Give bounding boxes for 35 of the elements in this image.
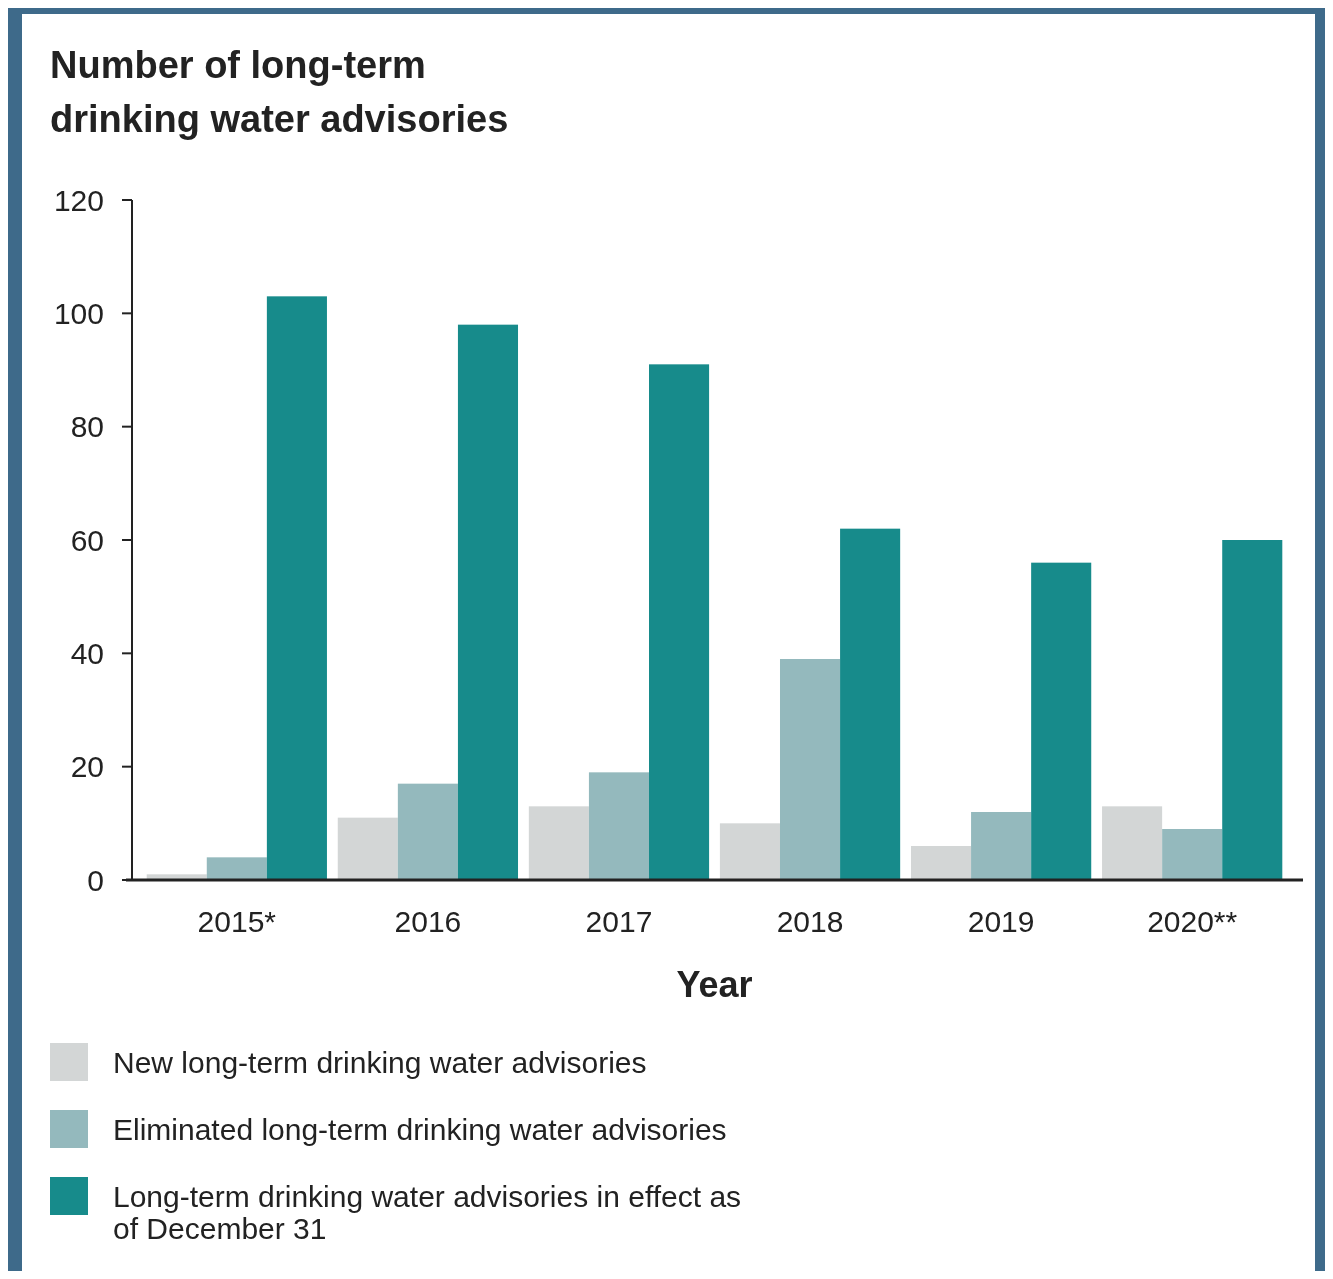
bar — [840, 528, 901, 880]
y-tick-label: 20 — [70, 750, 104, 784]
y-tick-label: 60 — [70, 523, 104, 557]
x-axis-title: Year — [676, 964, 753, 1005]
y-tick-label: 0 — [87, 863, 104, 897]
y-tick-label: 120 — [53, 183, 104, 217]
x-tick-label: 2018 — [776, 905, 844, 938]
bar — [910, 846, 972, 880]
bar — [337, 817, 398, 880]
x-tick-label: 2019 — [967, 905, 1035, 938]
bar — [397, 783, 458, 880]
y-tick-label: 80 — [70, 410, 104, 444]
bar — [649, 364, 710, 880]
bar — [971, 812, 1032, 880]
x-tick-label: 2017 — [585, 905, 653, 938]
x-tick-label: 2016 — [394, 905, 462, 938]
legend-label: Eliminated long-term drinking water advisories — [113, 1113, 727, 1146]
legend-label: Long-term drinking water advisories in effect as of December 31 — [113, 1180, 742, 1245]
bar — [266, 296, 327, 880]
y-tick-label: 100 — [53, 296, 104, 330]
bar — [1031, 562, 1092, 880]
x-tick-label: 2015* — [197, 905, 277, 938]
bar — [719, 823, 780, 880]
bar — [1222, 540, 1283, 880]
bar — [528, 806, 589, 880]
bar — [206, 857, 267, 880]
y-tick-label: 40 — [70, 636, 104, 670]
legend-label: New long-term drinking water advisories — [113, 1046, 647, 1079]
bar — [457, 324, 519, 880]
x-tick-label: 2020** — [1147, 905, 1238, 938]
bar — [779, 659, 841, 880]
bar — [1102, 806, 1163, 880]
bar — [588, 772, 650, 880]
bar — [1162, 829, 1223, 880]
chart-title: Number of long-term drinking water advisories — [50, 44, 509, 140]
